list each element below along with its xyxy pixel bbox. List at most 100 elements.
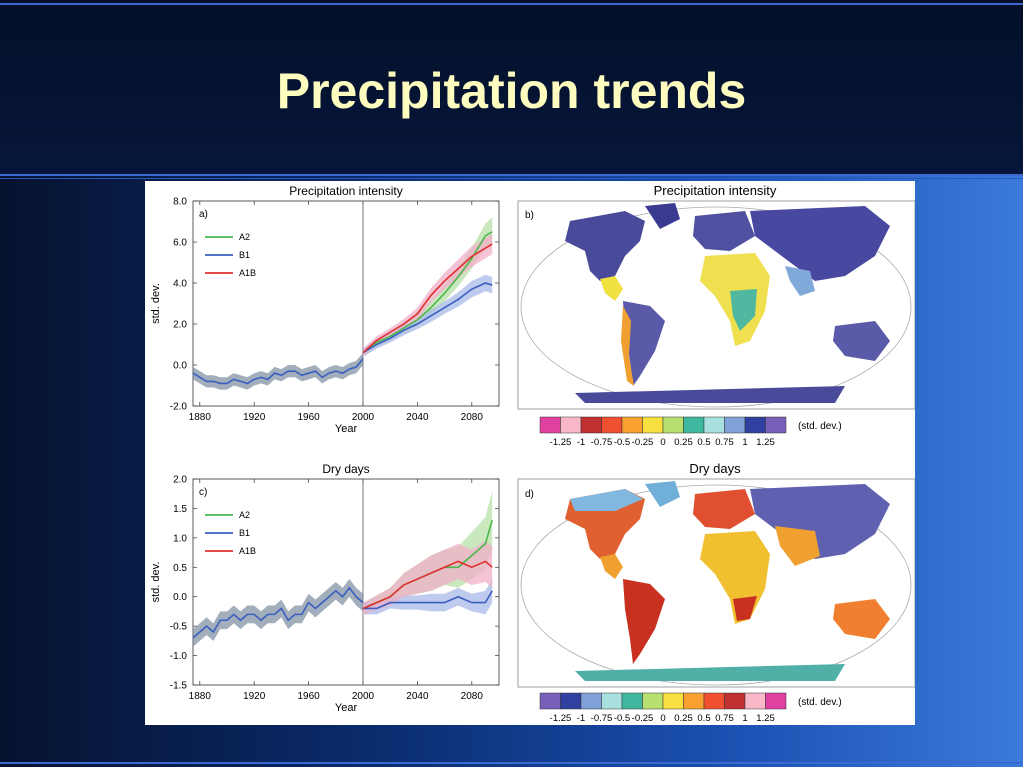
- x-tick-label: 1920: [243, 691, 266, 702]
- legend-label-b1: B1: [239, 250, 250, 260]
- colorbar-cell: [642, 416, 664, 434]
- y-tick-label: -1.0: [170, 651, 188, 662]
- colorbar-label: 1: [742, 437, 747, 448]
- colorbar-label: -1.25: [550, 713, 572, 724]
- map-d-south-asia: [775, 526, 820, 566]
- top-rule: [0, 3, 1023, 5]
- y-tick-label: 4.0: [173, 279, 187, 290]
- divider-rule: [0, 174, 1023, 176]
- map-b-south-america-west: [621, 306, 634, 386]
- y-tick-label: 8.0: [173, 197, 187, 208]
- colorbar-cell: [744, 692, 766, 710]
- colorbar-label: 1.25: [756, 713, 775, 724]
- y-tick-label: 2.0: [173, 475, 187, 486]
- chart-title: Dry days: [322, 462, 369, 476]
- chart-title: Precipitation intensity: [289, 184, 402, 198]
- colorbar-label: -0.5: [614, 713, 630, 724]
- divider-rule-thin: [0, 178, 1023, 179]
- map-b-south-america: [623, 301, 665, 386]
- slide-title: Precipitation trends: [276, 63, 747, 119]
- map-d-africa-south: [733, 596, 757, 621]
- historical-band: [193, 579, 363, 647]
- colorbar-label: -1: [577, 437, 585, 448]
- colorbar-label: -1: [577, 713, 585, 724]
- y-tick-label: 1.0: [173, 533, 187, 544]
- map-b-title: Precipitation intensity: [654, 183, 777, 198]
- map-d-antarctica: [575, 664, 845, 681]
- colorbar-label: 0: [660, 713, 665, 724]
- y-tick-label: -2.0: [170, 402, 188, 413]
- map-b-south-asia: [785, 266, 815, 296]
- series-band-a1b: [363, 540, 493, 615]
- x-tick-label: 2040: [406, 412, 429, 423]
- y-tick-label: 6.0: [173, 238, 187, 249]
- figure-panel: Precipitation intensity a) -2.0 0.0 2.0 4.0 6.…: [145, 181, 916, 725]
- map-b-panel-label: b): [525, 210, 534, 221]
- map-b-colorbar: -1.25 -1 -0.75 -0.5 -0.25 0 0.25 0.5 0.75 1 1.25 (s…: [539, 416, 842, 448]
- colorbar-label: 0.25: [674, 713, 693, 724]
- colorbar-label: 0.75: [715, 437, 734, 448]
- x-tick-label: 2000: [352, 691, 375, 702]
- x-tick-label: 2080: [461, 412, 484, 423]
- map-b-africa-central: [730, 289, 757, 331]
- colorbar-label: -1.25: [550, 437, 572, 448]
- panel-label: c): [199, 487, 207, 498]
- colorbar-label: 0.5: [697, 437, 710, 448]
- legend-label-a1b: A1B: [239, 546, 256, 556]
- y-tick-label: -0.5: [170, 622, 188, 633]
- map-precip-intensity: Precipitation intensity b) -1.25 -1 -0.75-…: [517, 183, 916, 448]
- y-tick-label: -1.5: [170, 681, 188, 692]
- colorbar-cell: [744, 416, 766, 434]
- colorbar-cell: [662, 692, 684, 710]
- map-b-north-america: [565, 211, 645, 281]
- x-tick-label: 1880: [189, 412, 212, 423]
- panel-label: a): [199, 209, 208, 220]
- legend-label-a2: A2: [239, 232, 250, 242]
- map-b-australia: [833, 321, 890, 361]
- series-line-a1b: [362, 243, 493, 354]
- series-band-a1b: [363, 233, 493, 357]
- chart-dry-days-timeseries: Dry days c) -1.5 -1.0 -0.5 0.0 0.5 1.0 1.5 2.0 188…: [150, 462, 500, 714]
- x-axis-label: Year: [335, 423, 358, 435]
- map-b-antarctica: [575, 386, 845, 403]
- historical-line: [192, 586, 364, 639]
- series-line-a2: [362, 231, 493, 354]
- map-b-central-america: [600, 276, 623, 301]
- bottom-rule: [0, 762, 1023, 764]
- colorbar-cell: [601, 692, 623, 710]
- colorbar-cell: [621, 692, 643, 710]
- y-tick-label: 0.0: [173, 592, 187, 603]
- series-line-b1: [362, 282, 493, 354]
- x-axis-label: Year: [335, 702, 358, 714]
- colorbar-cell: [560, 416, 582, 434]
- colorbar-cell: [724, 692, 746, 710]
- y-axis-label: std. dev.: [150, 562, 162, 603]
- x-tick-label: 2080: [461, 691, 484, 702]
- y-tick-label: 2.0: [173, 320, 187, 331]
- y-tick-label: 1.5: [173, 504, 187, 515]
- series-line-b1: [363, 590, 493, 610]
- colorbar-label: -0.25: [632, 437, 654, 448]
- figure-svg: Precipitation intensity a) -2.0 0.0 2.0 4.0 6.…: [150, 183, 916, 724]
- map-b-greenland: [645, 203, 680, 229]
- colorbar-label: 1.25: [756, 437, 775, 448]
- series-line-a1b: [362, 560, 493, 610]
- colorbar-label: -0.5: [614, 437, 630, 448]
- colorbar-cell: [765, 692, 787, 710]
- legend-label-a1b: A1B: [239, 268, 256, 278]
- colorbar-units: (std. dev.): [798, 697, 842, 708]
- colorbar-cell: [539, 692, 561, 710]
- title-bar: [0, 0, 1023, 174]
- colorbar-label: 1: [742, 713, 747, 724]
- x-tick-label: 1920: [243, 412, 266, 423]
- colorbar-cell: [703, 416, 725, 434]
- map-d-south-america: [623, 579, 665, 664]
- map-d-australia: [833, 599, 890, 639]
- colorbar-cell: [683, 416, 705, 434]
- x-tick-label: 1960: [297, 691, 320, 702]
- colorbar-label: 0.5: [697, 713, 710, 724]
- y-tick-label: 0.0: [173, 361, 187, 372]
- colorbar-cell: [683, 692, 705, 710]
- map-d-central-america: [600, 554, 623, 579]
- colorbar-cell: [539, 416, 561, 434]
